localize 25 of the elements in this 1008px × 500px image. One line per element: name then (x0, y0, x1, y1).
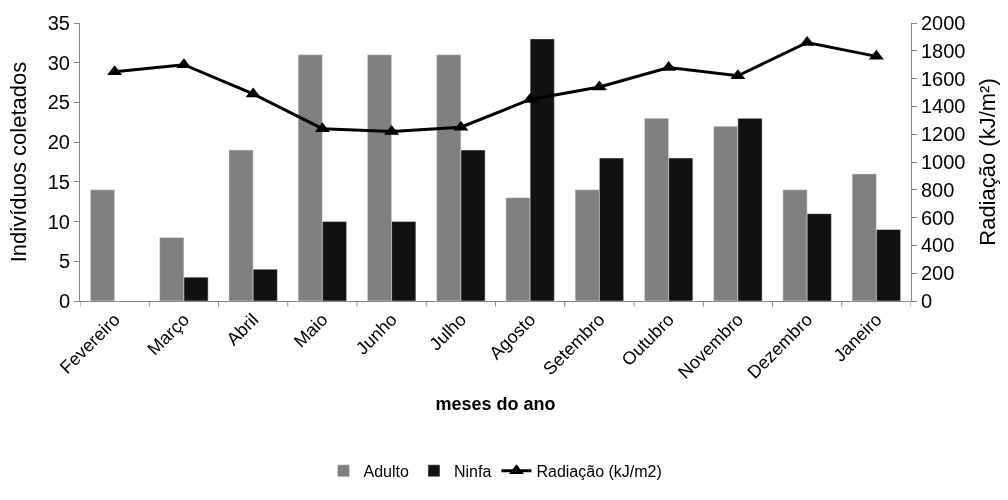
y-tick-label: 20 (47, 131, 70, 154)
y2-tick-label: 800 (921, 178, 955, 201)
legend-label: Radiação (kJ/m2) (536, 463, 662, 481)
y2-tick-label: 0 (921, 290, 933, 312)
y2-tick-label: 1400 (921, 95, 966, 118)
y2-tick-label: 2000 (921, 12, 966, 34)
y-tick-label: 25 (47, 91, 70, 114)
legend-label: Ninfa (453, 463, 492, 481)
y2-axis-title: Radiação (kJ/m²) (975, 78, 1001, 246)
y-tick-label: 0 (58, 290, 70, 312)
y-tick-label: 5 (58, 250, 70, 273)
y2-tick-label: 1600 (921, 67, 966, 90)
legend-label: Adulto (363, 463, 409, 481)
y-tick-label: 15 (47, 170, 70, 193)
y2-tick-label: 1000 (921, 151, 966, 173)
y2-tick-label: 600 (921, 206, 955, 229)
y-tick-label: 30 (47, 51, 70, 74)
y2-tick-label: 200 (921, 262, 955, 285)
y-tick-label: 35 (47, 12, 70, 34)
x-axis-title: meses do ano (435, 393, 556, 414)
y-axis-title: Indivíduos coletados (5, 61, 31, 263)
y2-tick-label: 1800 (921, 39, 966, 62)
y2-tick-label: 400 (921, 234, 955, 257)
y-tick-label: 10 (47, 210, 70, 233)
y2-tick-label: 1200 (921, 123, 966, 146)
